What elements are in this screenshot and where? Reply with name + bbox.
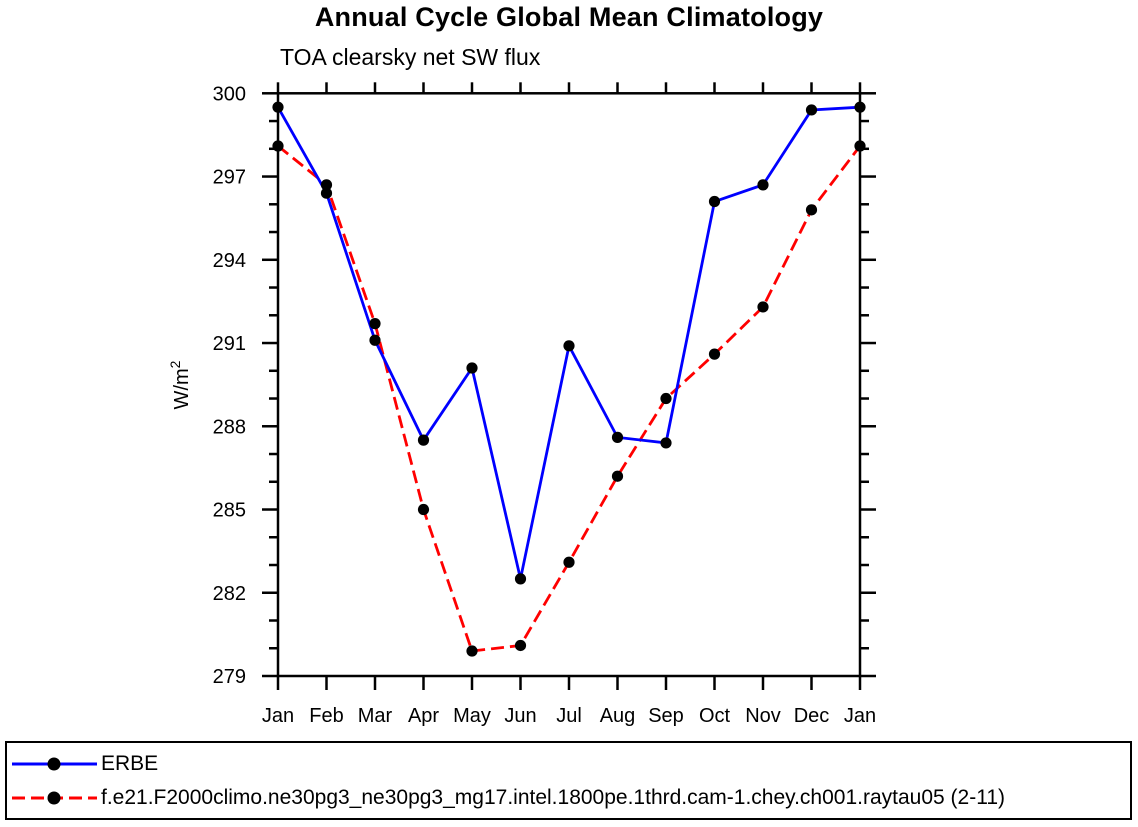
y-tick-label: 300 bbox=[213, 83, 246, 105]
x-tick-label: Jan bbox=[262, 705, 294, 727]
y-tick-label: 279 bbox=[213, 666, 246, 688]
legend-box: ERBE f.e21.F2000climo.ne30pg3_ne30pg3_mg… bbox=[5, 741, 1132, 820]
data-point-series-1 bbox=[805, 204, 818, 216]
data-point-series-0 bbox=[757, 179, 769, 191]
data-point-series-1 bbox=[320, 179, 333, 191]
legend-dot bbox=[47, 757, 61, 770]
y-tick-label: 294 bbox=[213, 250, 246, 272]
legend-label-model: f.e21.F2000climo.ne30pg3_ne30pg3_mg17.in… bbox=[101, 786, 1006, 809]
data-point-series-0 bbox=[563, 340, 575, 352]
data-point-series-0 bbox=[708, 195, 721, 208]
data-point-series-0 bbox=[272, 101, 284, 113]
x-tick-label: Jul bbox=[556, 705, 582, 727]
data-point-series-0 bbox=[611, 431, 624, 443]
data-point-series-0 bbox=[514, 573, 527, 585]
y-tick-label: 291 bbox=[213, 333, 246, 355]
x-tick-label: Aug bbox=[600, 705, 636, 727]
x-tick-label: Nov bbox=[745, 705, 781, 727]
data-point-series-0 bbox=[320, 187, 333, 199]
legend-marker-dashed-line-dot-icon bbox=[12, 791, 97, 804]
data-point-series-1 bbox=[854, 140, 866, 152]
legend-label-erbe: ERBE bbox=[101, 752, 159, 775]
data-point-series-1 bbox=[417, 503, 430, 516]
data-point-series-1 bbox=[272, 140, 284, 152]
legend-marker-solid-line-dot-icon bbox=[12, 757, 97, 770]
x-tick-label: Jan bbox=[844, 705, 876, 727]
series-line-1 bbox=[277, 144, 862, 653]
x-tick-label: Mar bbox=[358, 705, 393, 727]
plot-svg: 279 282 285 288 291 294 297 300 Jan Feb Mar Apr May J… bbox=[167, 82, 876, 727]
y-axis-title: W/m2 bbox=[167, 360, 193, 409]
x-tick-label: Feb bbox=[309, 705, 343, 727]
x-tick-label: Apr bbox=[408, 705, 439, 727]
legend-dot bbox=[47, 791, 61, 804]
data-point-series-1 bbox=[611, 470, 624, 482]
legend-item-erbe: ERBE bbox=[11, 747, 1130, 781]
data-point-series-1 bbox=[708, 348, 721, 360]
data-point-series-1 bbox=[466, 645, 478, 657]
chart-subtitle: TOA clearsky net SW flux bbox=[280, 44, 541, 70]
chart-title: Annual Cycle Global Mean Climatology bbox=[314, 2, 824, 32]
y-tick-label: 288 bbox=[213, 416, 246, 438]
data-point-series-0 bbox=[369, 334, 381, 346]
x-tick-label: Dec bbox=[794, 705, 830, 727]
data-point-series-1 bbox=[563, 556, 575, 568]
data-point-series-1 bbox=[369, 318, 381, 330]
plot-box bbox=[276, 92, 862, 678]
data-point-series-1 bbox=[757, 301, 769, 313]
x-tick-label: Oct bbox=[699, 705, 731, 727]
y-tick-label: 282 bbox=[213, 583, 246, 605]
data-point-series-0 bbox=[417, 434, 430, 446]
data-point-series-0 bbox=[466, 362, 478, 374]
x-tick-label: Jun bbox=[504, 705, 536, 727]
y-tick-label: 297 bbox=[213, 167, 246, 189]
data-point-series-0 bbox=[660, 437, 672, 449]
x-tick-label: May bbox=[453, 705, 491, 727]
y-tick-label: 285 bbox=[213, 500, 246, 522]
data-point-series-0 bbox=[854, 101, 866, 113]
data-point-series-0 bbox=[805, 104, 818, 116]
legend-item-model: f.e21.F2000climo.ne30pg3_ne30pg3_mg17.in… bbox=[11, 781, 1130, 815]
data-point-series-1 bbox=[514, 639, 527, 652]
data-point-series-1 bbox=[660, 392, 672, 405]
x-tick-label: Sep bbox=[648, 705, 684, 727]
